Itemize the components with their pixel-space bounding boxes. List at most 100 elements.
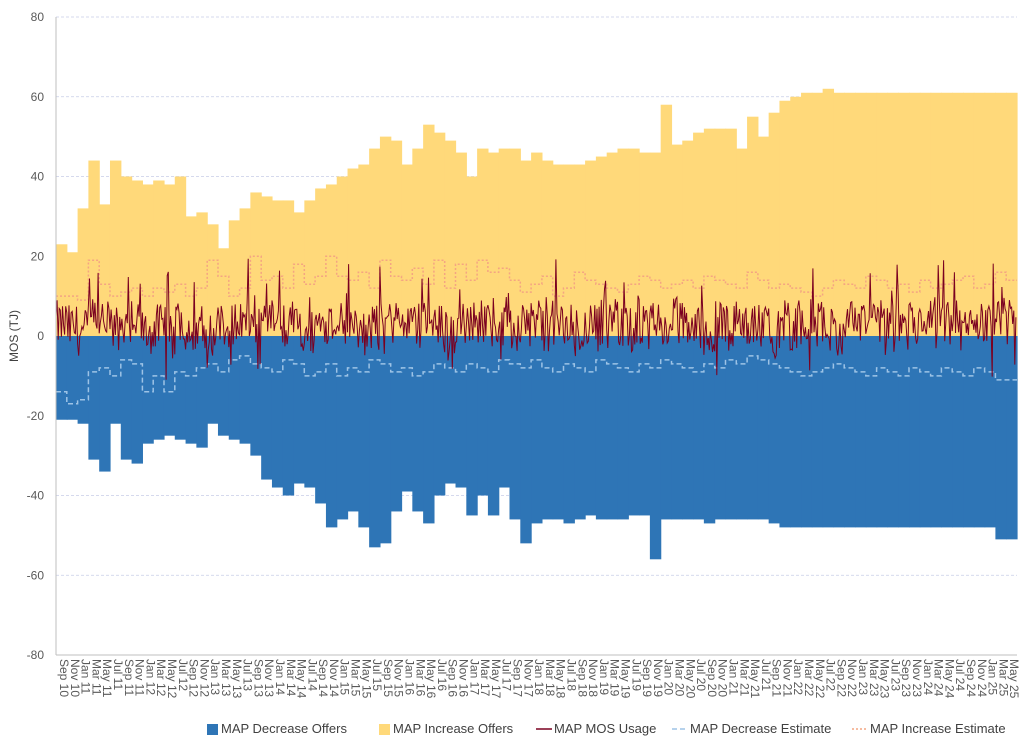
increase-offer-bar xyxy=(282,200,295,336)
decrease-estimate-line xyxy=(56,355,1017,405)
decrease-offer-bar xyxy=(639,336,651,516)
x-tick-label: Sep 17 xyxy=(511,659,525,697)
decrease-offer-bar xyxy=(952,336,964,528)
x-tick-label: Jan 11 xyxy=(79,659,93,694)
decrease-offer-bar xyxy=(898,336,910,528)
x-tick-label: Jul 22 xyxy=(824,659,838,691)
increase-offer-bar xyxy=(153,180,165,336)
decrease-offer-bar xyxy=(801,336,813,528)
x-tick-label: Jul 17 xyxy=(500,659,514,691)
increase-offer-bar xyxy=(552,164,565,336)
x-tick-label: Mar 21 xyxy=(737,659,751,697)
x-tick-label: Sep 21 xyxy=(770,659,784,697)
decrease-offer-bar xyxy=(401,336,413,492)
increase-offer-bar xyxy=(336,176,349,336)
increase-offer-bar xyxy=(293,212,305,336)
increase-offer-bar xyxy=(585,160,597,336)
x-tick-label: Mar 19 xyxy=(608,659,622,697)
increase-offer-bar xyxy=(347,168,359,336)
legend-swatch xyxy=(207,724,218,735)
increase-offer-bar xyxy=(390,140,403,336)
increase-offer-bar xyxy=(682,140,694,336)
decrease-offer-bar xyxy=(498,336,511,488)
decrease-offer-bar xyxy=(541,336,554,520)
x-tick-label: Mar 13 xyxy=(219,659,233,697)
x-tick-label: Jul 11 xyxy=(111,659,125,690)
increase-offer-bar xyxy=(466,176,478,336)
x-tick-label: Mar 14 xyxy=(284,659,298,697)
x-tick-label: Jan 16 xyxy=(403,659,417,695)
x-tick-label: Jan 18 xyxy=(532,659,546,695)
decrease-offer-bar xyxy=(606,336,619,520)
x-tick-label: Sep 16 xyxy=(446,659,460,697)
decrease-offer-bar xyxy=(833,336,845,528)
increase-offer-bar xyxy=(660,104,673,336)
x-tick-label: Sep 14 xyxy=(316,659,330,697)
legend-label: MAP Decrease Estimate xyxy=(690,721,831,736)
decrease-offer-bar xyxy=(142,336,154,444)
y-tick-label: -60 xyxy=(27,568,45,582)
decrease-offer-bar xyxy=(725,336,737,520)
x-tick-label: Jan 25 xyxy=(986,659,1000,695)
decrease-offer-bar xyxy=(271,336,284,488)
x-tick-label: Mar 11 xyxy=(89,659,103,696)
increase-offer-bar xyxy=(379,136,392,336)
x-tick-label: Nov 24 xyxy=(975,659,989,697)
decrease-offer-bar xyxy=(747,336,759,520)
decrease-offer-bar xyxy=(250,336,262,456)
decrease-offer-bar xyxy=(768,336,781,524)
legend-label: MAP Increase Estimate xyxy=(870,721,1006,736)
increase-offer-bar xyxy=(228,220,241,336)
x-tick-label: Mar 23 xyxy=(867,659,881,697)
decrease-offer-bar xyxy=(466,336,478,516)
mos-usage-line xyxy=(55,258,1017,380)
decrease-offer-bar xyxy=(693,336,705,520)
decrease-offer-bar xyxy=(585,336,597,516)
increase-offer-bar xyxy=(217,248,230,336)
y-tick-label: 20 xyxy=(31,249,45,263)
decrease-offer-bar xyxy=(790,336,802,528)
increase-offer-bar xyxy=(898,92,910,336)
decrease-offer-bar xyxy=(973,336,986,528)
decrease-offer-bar xyxy=(379,336,392,544)
increase-offer-bar xyxy=(865,92,878,336)
decrease-offer-bar xyxy=(325,336,338,528)
increase-offer-bar xyxy=(649,152,662,336)
decrease-offer-bar xyxy=(660,336,673,520)
x-tick-label: Nov 17 xyxy=(521,659,535,697)
increase-offer-bar xyxy=(693,132,705,336)
x-tick-label: Jul 15 xyxy=(370,659,384,691)
x-tick-label: May 15 xyxy=(359,659,373,699)
increase-offer-bar xyxy=(271,200,284,336)
increase-offer-bar xyxy=(99,204,111,336)
increase-offer-bar xyxy=(239,208,251,336)
increase-offer-bar xyxy=(444,140,457,336)
decrease-offer-bar xyxy=(736,336,748,520)
increase-estimate-line xyxy=(56,255,1017,301)
decrease-offer-bar xyxy=(56,336,68,420)
x-tick-label: Sep 12 xyxy=(187,659,201,697)
legend-swatch xyxy=(379,724,390,735)
decrease-offer-bar xyxy=(217,336,230,436)
increase-offer-bar xyxy=(790,96,802,336)
increase-offer-bar xyxy=(714,128,727,336)
decrease-offer-bar xyxy=(433,336,446,496)
x-tick-label: Jan 22 xyxy=(791,659,805,695)
decrease-offer-bar xyxy=(941,336,953,528)
increase-offer-bar xyxy=(174,176,187,336)
x-tick-label: Sep 23 xyxy=(899,659,913,697)
y-tick-label: 60 xyxy=(31,90,45,104)
decrease-offer-bar xyxy=(304,336,316,488)
decrease-offer-bar xyxy=(88,336,100,460)
x-tick-label: Sep 15 xyxy=(381,659,395,697)
x-tick-label: Sep 22 xyxy=(834,659,848,697)
x-tick-label: May 16 xyxy=(424,659,438,699)
decrease-offer-bar xyxy=(185,336,197,444)
increase-offer-bar xyxy=(315,188,327,336)
x-tick-label: May 21 xyxy=(748,659,762,699)
x-tick-label: Sep 19 xyxy=(640,659,654,697)
decrease-offer-bar xyxy=(876,336,889,528)
increase-offer-bar xyxy=(952,92,964,336)
increase-offer-bar xyxy=(109,160,122,336)
x-tick-label: May 14 xyxy=(295,659,309,699)
